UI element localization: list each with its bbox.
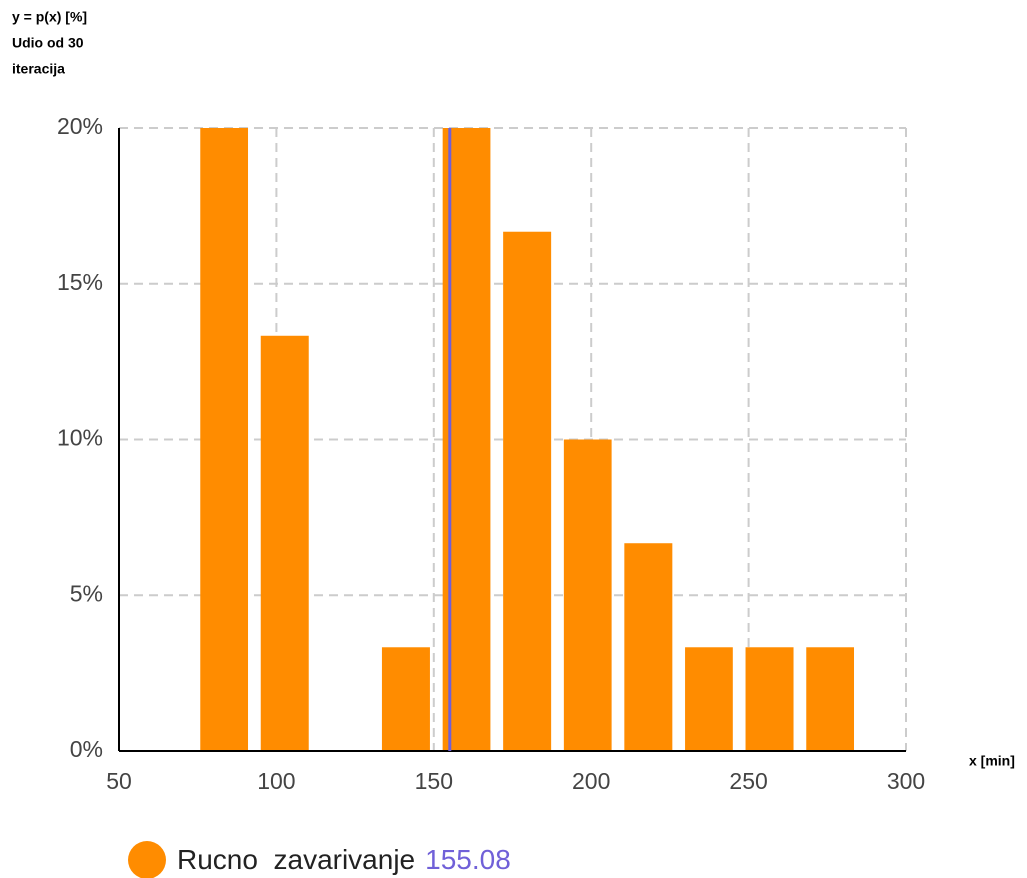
- x-axis-label: x [min]: [969, 753, 1015, 769]
- bar: [503, 231, 552, 752]
- legend-marker: [128, 841, 166, 878]
- y-tick-label: 5%: [70, 580, 103, 606]
- y-axis-label: Udio od 30: [12, 35, 84, 51]
- bar: [806, 647, 855, 751]
- x-tick-label: 50: [106, 768, 132, 794]
- legend-value: 155.08: [425, 844, 511, 875]
- y-tick-label: 10%: [57, 425, 103, 451]
- y-axis-label: iteracija: [12, 61, 65, 77]
- y-tick-label: 0%: [70, 736, 103, 762]
- bar: [381, 647, 430, 751]
- x-tick-label: 100: [257, 768, 295, 794]
- bar: [685, 647, 733, 751]
- legend-label: Rucno zavarivanje: [177, 844, 415, 875]
- x-tick-label: 150: [415, 768, 453, 794]
- bar: [624, 543, 673, 751]
- x-tick-label: 300: [887, 768, 925, 794]
- y-tick-label: 15%: [57, 269, 103, 295]
- x-tick-label: 250: [729, 768, 767, 794]
- y-axis-label: y = p(x) [%]: [12, 9, 87, 25]
- legend-text: Rucno zavarivanje 155.08: [177, 844, 511, 875]
- y-tick-label: 20%: [57, 113, 103, 139]
- bar: [260, 335, 309, 751]
- bar: [745, 647, 794, 751]
- x-tick-label: 200: [572, 768, 610, 794]
- bar: [200, 128, 249, 751]
- bar: [563, 439, 612, 751]
